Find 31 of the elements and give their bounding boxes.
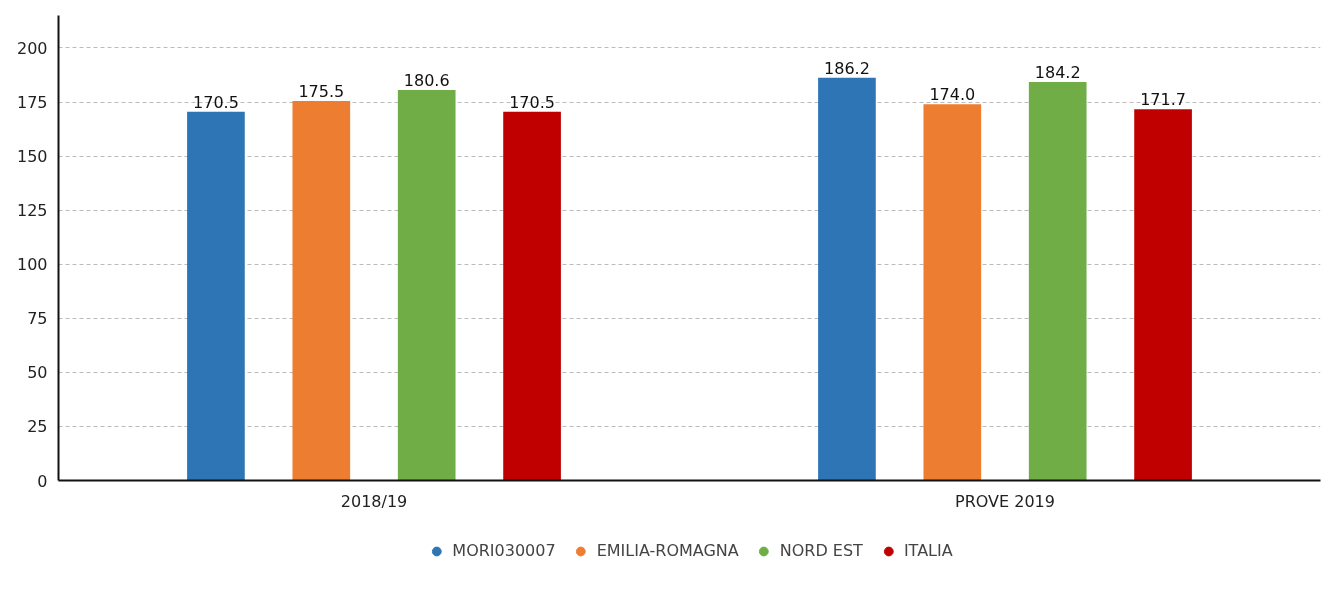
y-tick-label: 75: [27, 309, 48, 329]
data-label: 184.2: [1034, 63, 1081, 83]
x-tick-label: 2018/19: [340, 491, 408, 511]
bar: [1028, 82, 1087, 481]
y-tick-label: 175: [16, 93, 48, 113]
bar: [397, 89, 456, 481]
y-tick-label: 50: [27, 363, 48, 383]
bar: [503, 111, 561, 481]
x-tick-label: PROVE 2019: [955, 491, 1055, 511]
bar: [1134, 109, 1192, 481]
data-label: 174.0: [929, 85, 976, 105]
y-tick-label: 100: [16, 255, 48, 275]
bar: [818, 77, 876, 481]
y-tick-label: 0: [37, 471, 48, 491]
data-label: 186.2: [824, 58, 870, 78]
data-label: 170.5: [509, 92, 555, 112]
data-label: 180.6: [403, 70, 450, 90]
bar: [923, 104, 982, 481]
y-tick-label: 150: [16, 147, 48, 167]
bar: [187, 111, 245, 481]
y-tick-label: 200: [16, 38, 48, 58]
data-label: 171.7: [1140, 90, 1186, 110]
legend-label: NORD EST: [779, 541, 863, 560]
data-label: 170.5: [193, 92, 239, 112]
data-label: 175.5: [298, 81, 345, 101]
legend-label: EMILIA-ROMAGNA: [596, 541, 739, 560]
bar: [292, 100, 351, 481]
y-tick-label: 25: [27, 417, 48, 437]
legend-label: ITALIA: [903, 541, 953, 560]
legend-label: MORI030007: [452, 541, 556, 560]
y-tick-label: 125: [16, 201, 48, 221]
